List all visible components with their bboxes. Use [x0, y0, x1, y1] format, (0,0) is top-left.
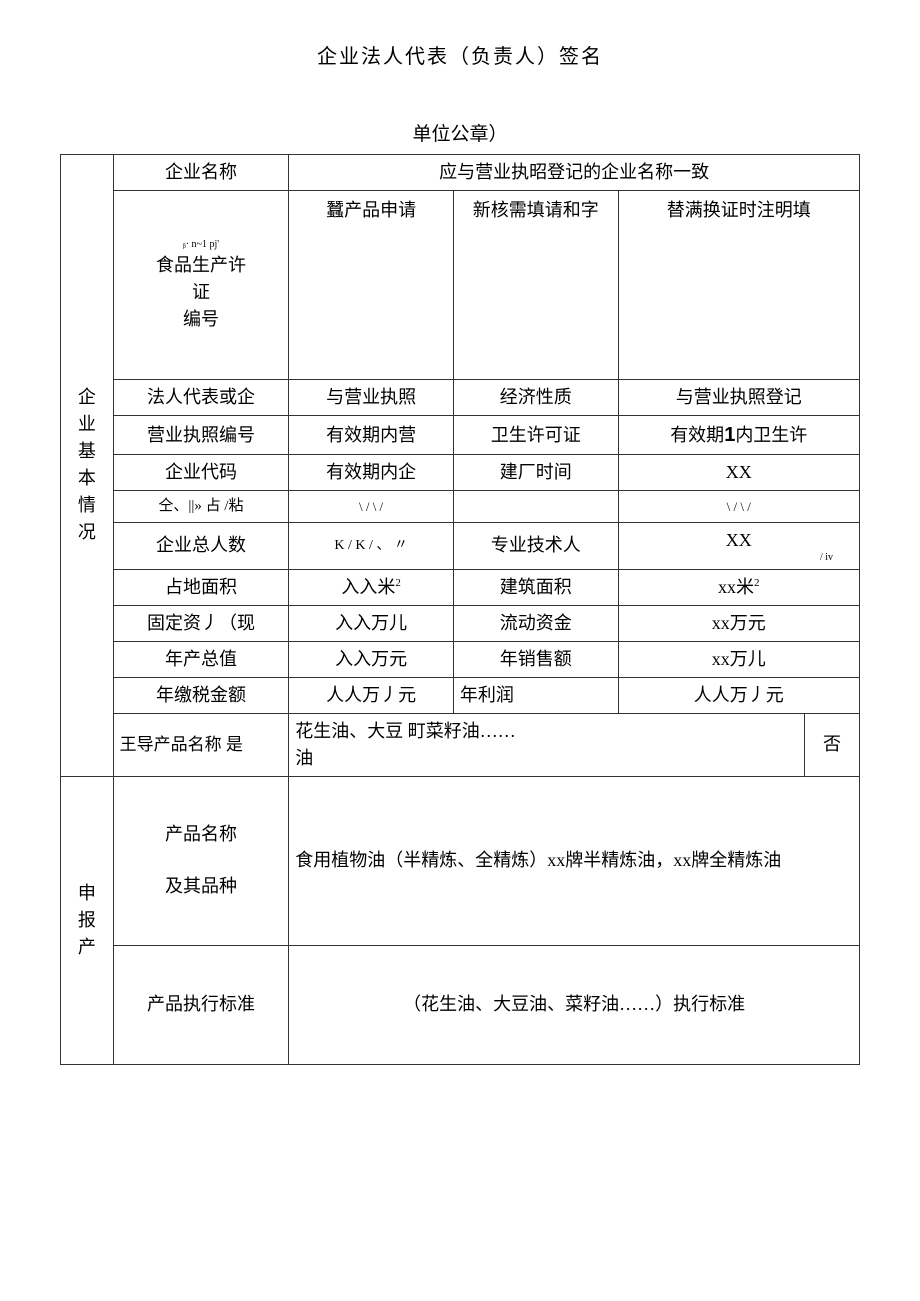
section-label-basic: 企 业 基 本 情 况 — [61, 155, 114, 777]
cell-label: 年产总值 — [113, 641, 289, 677]
cell-value: 蠶产品申请 — [289, 191, 454, 380]
text: / iv — [625, 550, 853, 565]
table-row: 企业代码 有效期内企 建厂时间 XX — [61, 455, 860, 491]
text: 食品生产许 — [120, 252, 283, 279]
cell-label: 建筑面积 — [453, 569, 618, 605]
cell-label: ᵦ· n~1 pj' 食品生产许 证 编号 — [113, 191, 289, 380]
cell-value: xx万元 — [618, 605, 859, 641]
cell-value: （花生油、大豆油、菜籽油……）执行标准 — [289, 945, 860, 1064]
cell-value: 与营业执照登记 — [618, 380, 859, 416]
cell-label: 仝、||» 占 /粘 — [113, 491, 289, 523]
text: xx米 — [718, 577, 754, 597]
cell-value: 替满换证时注明填 — [618, 191, 859, 380]
cell-value: \ / \ / — [289, 491, 454, 523]
table-row: 企 业 基 本 情 况 企业名称 应与营业执昭登记的企业名称一致 — [61, 155, 860, 191]
cell-label: 固定资丿（现 — [113, 605, 289, 641]
cell-label: 企业名称 — [113, 155, 289, 191]
section-char: 报 — [67, 907, 107, 934]
cell-label: 经济性质 — [453, 380, 618, 416]
table-row: ᵦ· n~1 pj' 食品生产许 证 编号 蠶产品申请 新核需填请和字 替满换证… — [61, 191, 860, 380]
cell-value: K / K / 、 〃 — [289, 522, 454, 569]
cell-label: 年销售额 — [453, 641, 618, 677]
table-row: 年产总值 入入万元 年销售额 xx万儿 — [61, 641, 860, 677]
cell-label: 流动资金 — [453, 605, 618, 641]
cell-label: 法人代表或企 — [113, 380, 289, 416]
cell-value: XX — [618, 455, 859, 491]
cell-value: XX / iv — [618, 522, 859, 569]
text: 2 — [395, 577, 401, 589]
cell-value: 人人万丿元 — [618, 677, 859, 713]
text: 证 — [120, 279, 283, 306]
table-row: 企业总人数 K / K / 、 〃 专业技术人 XX / iv — [61, 522, 860, 569]
table-row: 仝、||» 占 /粘 \ / \ / \ / \ / — [61, 491, 860, 523]
cell-label: 王导产品名称 是 — [113, 713, 289, 776]
cell-value: 食用植物油（半精炼、全精炼）xx牌半精炼油，xx牌全精炼油 — [289, 776, 860, 945]
cell-label: 企业代码 — [113, 455, 289, 491]
cell-label: 卫生许可证 — [453, 416, 618, 455]
table-row: 申 报 产 产品名称 及其品种 食用植物油（半精炼、全精炼）xx牌半精炼油，xx… — [61, 776, 860, 945]
cell-value: 应与营业执昭登记的企业名称一致 — [289, 155, 860, 191]
table-row: 营业执照编号 有效期内营 卫生许可证 有效期1内卫生许 — [61, 416, 860, 455]
section-char: 企 业 — [67, 384, 107, 438]
cell-value: xx米2 — [618, 569, 859, 605]
cell-label: 年利润 — [453, 677, 618, 713]
text: XX — [726, 530, 752, 550]
text: 入入米 — [341, 577, 395, 597]
cell-label: 占地面积 — [113, 569, 289, 605]
seal-note: 单位公章） — [60, 119, 860, 146]
table-row: 产品执行标准 （花生油、大豆油、菜籽油……）执行标准 — [61, 945, 860, 1064]
table-row: 年缴税金额 人人万丿元 年利润 人人万丿元 — [61, 677, 860, 713]
cell-value: 人人万丿元 — [289, 677, 454, 713]
cell-label: 产品执行标准 — [113, 945, 289, 1064]
cell-value: 有效期内企 — [289, 455, 454, 491]
cell-value: 否 — [805, 713, 860, 776]
cell-label: 专业技术人 — [453, 522, 618, 569]
section-char: 产 — [67, 934, 107, 961]
cell-value: 入入万元 — [289, 641, 454, 677]
cell-value: xx万儿 — [618, 641, 859, 677]
cell-value: 新核需填请和字 — [453, 191, 618, 380]
cell-value: 入入米2 — [289, 569, 454, 605]
cell-value: 花生油、大豆 町菜籽油…… 油 — [289, 713, 805, 776]
text: 花生油、大豆 町菜籽油…… — [295, 718, 798, 745]
text: 编号 — [120, 306, 283, 333]
text: 内卫生许 — [735, 425, 807, 445]
cell-value: 与营业执照 — [289, 380, 454, 416]
text: 有效期 — [670, 425, 724, 445]
cell-value: \ / \ / — [618, 491, 859, 523]
cell-value: 入入万儿 — [289, 605, 454, 641]
section-char: 基 本 — [67, 438, 107, 492]
tiny-text: ᵦ· n~1 pj' — [120, 237, 283, 252]
cell-label: 建厂时间 — [453, 455, 618, 491]
text: 油 — [295, 745, 798, 772]
cell-value: 有效期内营 — [289, 416, 454, 455]
cell-value: 有效期1内卫生许 — [618, 416, 859, 455]
table-row: 法人代表或企 与营业执照 经济性质 与营业执照登记 — [61, 380, 860, 416]
table-row: 占地面积 入入米2 建筑面积 xx米2 — [61, 569, 860, 605]
cell-label: 产品名称 及其品种 — [113, 776, 289, 945]
text: 及其品种 — [120, 873, 283, 900]
cell-label: 企业总人数 — [113, 522, 289, 569]
section-label-product: 申 报 产 — [61, 776, 114, 1064]
text: 2 — [754, 577, 760, 589]
text: 1 — [724, 424, 735, 446]
table-row: 王导产品名称 是 花生油、大豆 町菜籽油…… 油 否 — [61, 713, 860, 776]
text: 产品名称 — [120, 821, 283, 848]
cell-label: 营业执照编号 — [113, 416, 289, 455]
form-table: 企 业 基 本 情 况 企业名称 应与营业执昭登记的企业名称一致 ᵦ· n~1 … — [60, 154, 860, 1065]
section-char: 申 — [67, 880, 107, 907]
cell-label — [453, 491, 618, 523]
table-row: 固定资丿（现 入入万儿 流动资金 xx万元 — [61, 605, 860, 641]
signature-title: 企业法人代表（负责人）签名 — [60, 40, 860, 69]
section-char: 情 况 — [67, 492, 107, 546]
cell-label: 年缴税金额 — [113, 677, 289, 713]
